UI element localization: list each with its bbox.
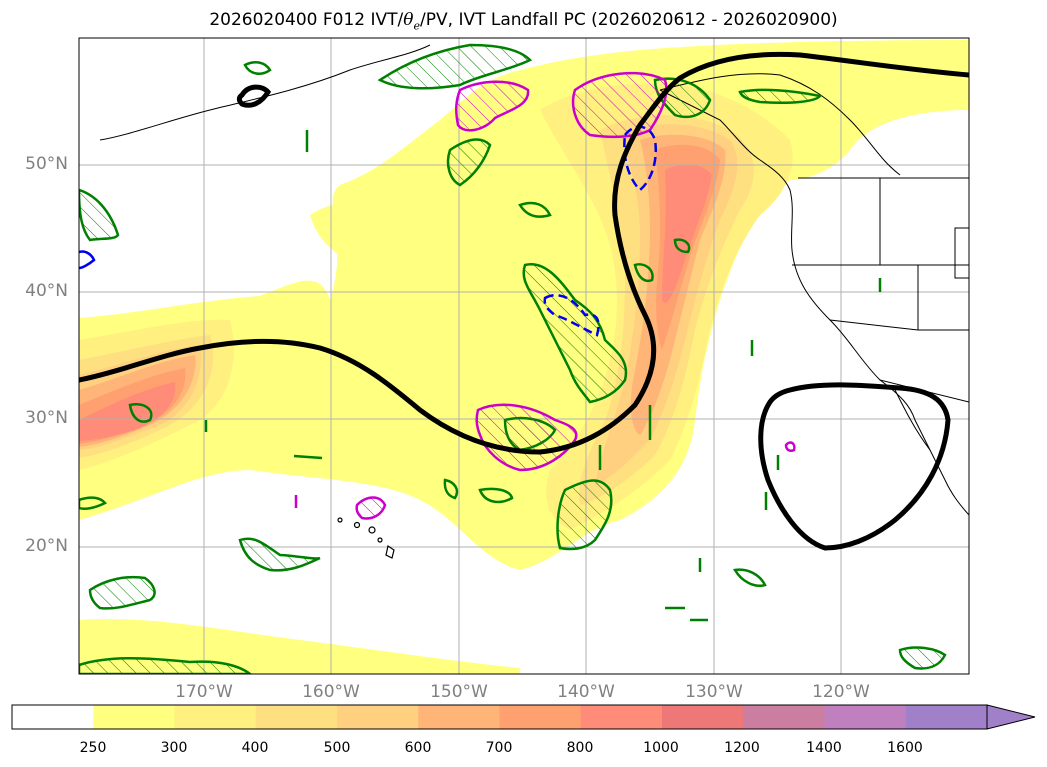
landfall-contours <box>79 51 969 551</box>
pv-blob-8 <box>128 403 153 423</box>
theta-e-blob-1 <box>784 441 796 453</box>
colorbar <box>11 704 1036 730</box>
lat-label-20n: 20°N <box>25 536 68 556</box>
pv-blob-3 <box>633 263 654 282</box>
colorbar-segment <box>93 705 175 729</box>
pv-region-s2 <box>79 657 253 674</box>
lat-label-30n: 30°N <box>25 408 68 428</box>
lat-label-40n: 40°N <box>25 281 68 301</box>
colorbar-tick-1600: 1600 <box>887 740 923 756</box>
blue-dashed-2 <box>623 125 657 192</box>
pv-region-central <box>522 262 628 404</box>
lon-label-130w: 130°W <box>685 682 743 702</box>
map-title: 2026020400 F012 IVT/θe/PV, IVT Landfall … <box>209 10 838 33</box>
map-frame <box>78 37 970 675</box>
pv-region-s1 <box>88 575 156 610</box>
colorbar-segment <box>12 705 94 729</box>
theta-e-region-3 <box>475 403 578 472</box>
colorbar-segment <box>662 705 744 729</box>
baja-coast <box>894 389 931 451</box>
landfall-contour-small <box>236 84 272 108</box>
blue-dashed-1 <box>543 293 600 337</box>
colorbar-segment <box>905 705 988 729</box>
ivt-band-800 <box>79 382 176 441</box>
lon-label-170w: 170°W <box>175 682 233 702</box>
lon-label-140w: 140°W <box>557 682 615 702</box>
pv-region-north <box>446 138 492 187</box>
colorbar-tick-800: 800 <box>566 740 594 756</box>
pv-region-arc <box>377 43 533 90</box>
canada-coast <box>659 73 901 176</box>
lat-label-50n: 50°N <box>25 154 68 174</box>
colorbar-segment <box>255 705 338 729</box>
theta-e-region-1 <box>455 80 530 132</box>
blue-edge <box>79 250 96 270</box>
theta-e-region-4 <box>355 496 387 520</box>
alaska-coast <box>99 44 431 141</box>
ivt-band-250b <box>79 619 520 674</box>
colorbar-tick-250: 250 <box>79 740 107 756</box>
pv-blob-9 <box>79 496 107 511</box>
landfall-contour-ring <box>758 382 951 551</box>
colorbar-segment <box>174 705 257 729</box>
colorbar-tick-1000: 1000 <box>643 740 679 756</box>
colorbar-segment <box>337 705 419 729</box>
coastlines <box>99 44 969 516</box>
colorbar-segment <box>743 705 825 729</box>
lon-label-150w: 150°W <box>430 682 488 702</box>
pv-blob-2 <box>518 201 552 218</box>
ivt-band-250c <box>310 198 423 270</box>
lon-label-120w: 120°W <box>812 682 870 702</box>
colorbar-segment <box>824 705 907 729</box>
colorbar-tick-700: 700 <box>485 740 513 756</box>
colorbar-segment <box>418 705 500 729</box>
colorbar-tick-300: 300 <box>160 740 188 756</box>
colorbar-tick-600: 600 <box>404 740 432 756</box>
ivt-band-800b <box>662 164 712 303</box>
colorbar-extend-arrow <box>986 704 1036 730</box>
landfall-contour-main <box>79 51 969 455</box>
colorbar-tick-1400: 1400 <box>806 740 842 756</box>
pv-region-se <box>898 646 947 670</box>
pv-region-bc <box>738 88 823 104</box>
pv-blob-6 <box>732 568 767 587</box>
pv-blob-1 <box>243 61 272 75</box>
ivt-shading <box>79 40 969 674</box>
pv-region-south <box>556 479 613 551</box>
colorbar-tick-1200: 1200 <box>724 740 760 756</box>
lon-label-160w: 160°W <box>302 682 360 702</box>
colorbar-segment <box>499 705 582 729</box>
hawaiian-islands <box>337 517 395 559</box>
pv-blob-5 <box>443 478 459 500</box>
pv-blob-4 <box>673 238 691 254</box>
colorbar-tick-400: 400 <box>241 740 269 756</box>
colorbar-tick-500: 500 <box>323 740 351 756</box>
colorbar-segment <box>580 705 663 729</box>
pv-blob-7 <box>478 487 514 504</box>
negative-contours <box>79 125 657 337</box>
pv-region-w <box>79 188 120 242</box>
pv-region-sw <box>238 537 321 572</box>
pv-contours <box>79 43 947 674</box>
